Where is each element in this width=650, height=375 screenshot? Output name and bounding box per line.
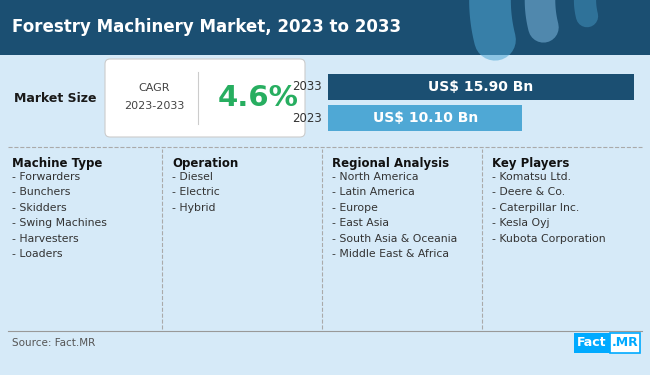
- Text: - North America: - North America: [332, 172, 419, 182]
- Text: - Caterpillar Inc.: - Caterpillar Inc.: [492, 203, 579, 213]
- Text: CAGR: CAGR: [138, 83, 170, 93]
- FancyBboxPatch shape: [610, 333, 640, 353]
- FancyBboxPatch shape: [574, 333, 610, 353]
- Text: Forestry Machinery Market, 2023 to 2033: Forestry Machinery Market, 2023 to 2033: [12, 18, 401, 36]
- Text: - Hybrid: - Hybrid: [172, 203, 216, 213]
- FancyBboxPatch shape: [328, 74, 634, 100]
- Text: 2023: 2023: [292, 111, 322, 125]
- FancyBboxPatch shape: [328, 105, 523, 131]
- Text: - Skidders: - Skidders: [12, 203, 66, 213]
- Text: - Latin America: - Latin America: [332, 187, 415, 197]
- Text: Regional Analysis: Regional Analysis: [332, 157, 449, 170]
- Text: Machine Type: Machine Type: [12, 157, 103, 170]
- Text: US$ 15.90 Bn: US$ 15.90 Bn: [428, 80, 534, 94]
- Text: 4.6%: 4.6%: [218, 84, 298, 112]
- Text: Fact: Fact: [577, 336, 606, 350]
- Text: - Harvesters: - Harvesters: [12, 234, 79, 244]
- Text: Source: Fact.MR: Source: Fact.MR: [12, 338, 96, 348]
- Text: - South Asia & Oceania: - South Asia & Oceania: [332, 234, 457, 244]
- Text: 2033: 2033: [292, 81, 322, 93]
- Text: - Diesel: - Diesel: [172, 172, 213, 182]
- Text: Operation: Operation: [172, 157, 239, 170]
- Text: - Deere & Co.: - Deere & Co.: [492, 187, 565, 197]
- Text: - Europe: - Europe: [332, 203, 378, 213]
- FancyBboxPatch shape: [105, 59, 305, 137]
- Text: - Komatsu Ltd.: - Komatsu Ltd.: [492, 172, 571, 182]
- Text: - Loaders: - Loaders: [12, 249, 62, 259]
- Text: - Kubota Corporation: - Kubota Corporation: [492, 234, 606, 244]
- Text: - Forwarders: - Forwarders: [12, 172, 80, 182]
- Text: - Bunchers: - Bunchers: [12, 187, 70, 197]
- Text: - Kesla Oyj: - Kesla Oyj: [492, 218, 549, 228]
- Text: - Middle East & Africa: - Middle East & Africa: [332, 249, 449, 259]
- Text: US$ 10.10 Bn: US$ 10.10 Bn: [372, 111, 478, 125]
- Text: Market Size: Market Size: [14, 92, 96, 105]
- Text: - East Asia: - East Asia: [332, 218, 389, 228]
- FancyBboxPatch shape: [0, 0, 650, 55]
- Text: 2023-2033: 2023-2033: [124, 101, 184, 111]
- FancyBboxPatch shape: [0, 55, 650, 145]
- Text: Key Players: Key Players: [492, 157, 569, 170]
- Text: - Electric: - Electric: [172, 187, 220, 197]
- Text: .MR: .MR: [612, 336, 638, 350]
- Text: - Swing Machines: - Swing Machines: [12, 218, 107, 228]
